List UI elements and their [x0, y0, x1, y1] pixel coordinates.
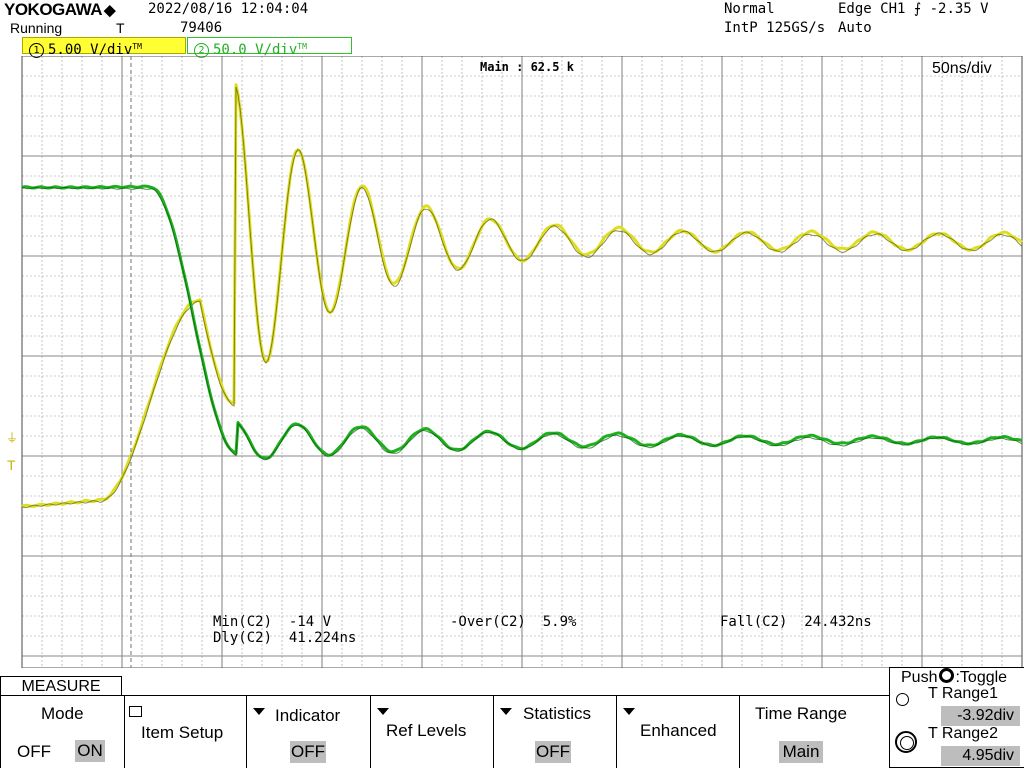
measure-menu-tab: MEASURE: [0, 676, 122, 696]
softkey-indicator[interactable]: Indicator OFF: [246, 696, 370, 768]
statistics-menu-arrow-icon: [500, 708, 512, 715]
channel-1-number: 1: [29, 43, 44, 58]
large-knob-icon: [895, 731, 917, 753]
trigger-mode: Auto: [838, 20, 872, 36]
brand-logo: YOKOGAWA ◆: [4, 0, 116, 19]
softkey-statistics[interactable]: Statistics OFF: [493, 696, 616, 768]
trange2-value[interactable]: 4.95div: [941, 746, 1020, 766]
enhanced-label: Enhanced: [640, 721, 717, 740]
trange1-value[interactable]: -3.92div: [941, 706, 1020, 726]
acquisition-status: Running: [10, 20, 63, 36]
mode-label: Mode: [41, 704, 84, 723]
indicator-menu-arrow-icon: [253, 708, 265, 715]
enhanced-menu-arrow-icon: [623, 708, 635, 715]
trange2-label: T Range2: [928, 725, 998, 742]
measurement-overshoot: -Over(C2) 5.9%: [450, 614, 577, 630]
trace-ch1-shadow: [21, 86, 1023, 509]
push-toggle-hint: Push:Toggle: [901, 668, 1008, 686]
statistics-label: Statistics: [523, 704, 592, 723]
graticule: [21, 56, 1023, 668]
softkey-mode[interactable]: Mode OFF ON: [0, 696, 124, 768]
acquisition-mode: Normal: [724, 1, 775, 17]
waveform-display: ⏚ T: [6, 56, 1024, 668]
channel-1-scale-label: 5.00 V/div: [48, 42, 133, 58]
channel-2-number: 2: [194, 43, 209, 58]
time-range-label: Time Range: [755, 704, 847, 723]
indicator-value: OFF: [290, 741, 326, 763]
time-per-div: 50ns/div: [932, 60, 992, 77]
sample-rate: IntP 125GS/s: [724, 20, 826, 36]
knob-button-icon: [939, 668, 955, 683]
menu-divider: [0, 695, 889, 696]
trace-ch2-shadow: [21, 186, 1023, 461]
record-number: 79406: [180, 20, 223, 36]
trigger-setting: Edge CH1 ⨍ -2.35 V: [838, 1, 989, 17]
measurement-min: Min(C2) -14 V: [213, 614, 332, 630]
indicator-label: Indicator: [275, 706, 341, 725]
ref-levels-label: Ref Levels: [386, 721, 467, 740]
trange1-label: T Range1: [928, 685, 998, 702]
small-knob-icon: [896, 693, 909, 706]
measurement-delay: Dly(C2) 41.224ns: [213, 630, 357, 646]
item-setup-icon: [129, 706, 142, 717]
channel-2-scale-label: 50.0 V/div: [213, 42, 298, 58]
trigger-status-icon: T: [116, 20, 125, 36]
ground-marker-ch1: ⏚: [6, 431, 18, 445]
datetime: 2022/08/16 12:04:04: [148, 1, 309, 17]
softkey-ref-levels[interactable]: Ref Levels: [370, 696, 493, 768]
mode-on-option: ON: [75, 740, 105, 762]
diamond-icon: ◆: [104, 2, 116, 19]
channel-2-tag: TM: [297, 42, 307, 51]
softkey-time-range[interactable]: Time Range Main: [739, 696, 863, 768]
measurement-fall: Fall(C2) 24.432ns: [720, 614, 872, 630]
item-setup-label: Item Setup: [141, 723, 224, 742]
knob-panel: Push:Toggle T Range1 -3.92div T Range2 4…: [889, 667, 1024, 768]
mode-off-option: OFF: [17, 742, 51, 761]
waveform-traces: [21, 83, 1024, 509]
trigger-level-marker: T: [7, 457, 16, 473]
level-markers: ⏚ T: [6, 431, 18, 473]
time-range-value: Main: [779, 741, 823, 763]
channel-2-scale[interactable]: 2 50.0 V/divTM: [187, 37, 352, 58]
softkey-enhanced[interactable]: Enhanced: [616, 696, 739, 768]
channel-1-scale[interactable]: 1 5.00 V/divTM: [22, 37, 186, 58]
channel-1-tag: TM: [132, 42, 142, 51]
softkey-item-setup[interactable]: Item Setup: [124, 696, 246, 768]
trace-ch1: [21, 83, 1024, 508]
statistics-value: OFF: [535, 741, 571, 763]
ref-levels-menu-arrow-icon: [377, 708, 389, 715]
main-record-length: Main : 62.5 k: [480, 60, 574, 74]
